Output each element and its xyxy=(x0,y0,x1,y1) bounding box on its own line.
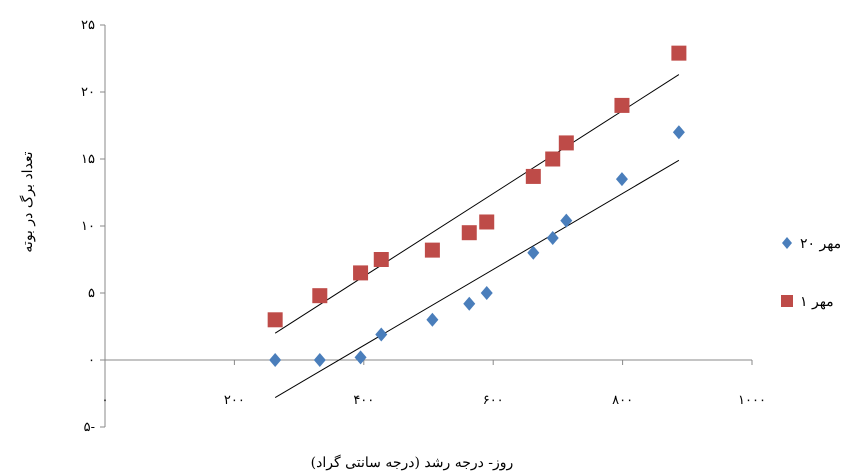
data-point-diamond xyxy=(426,312,439,327)
axes xyxy=(100,24,753,428)
data-point-diamond xyxy=(527,245,540,260)
trendline-0 xyxy=(274,159,680,398)
y-tick-label: ۵- xyxy=(84,420,95,435)
data-point-square xyxy=(614,97,630,113)
data-point-diamond xyxy=(546,231,559,246)
y-tick-label: ۰ xyxy=(88,353,95,368)
legend-marker-square xyxy=(781,295,793,307)
legend-label: ۲۰ مهر xyxy=(800,236,841,252)
trendlines xyxy=(274,74,680,398)
tick-labels: ۵- ۰ ۵ ۱۰ ۱۵ ۲۰ ۲۵ ۰ ۲۰۰ ۴۰۰ ۶۰۰ ۸۰۰ ۱۰۰۰ xyxy=(81,18,766,435)
data-point-diamond xyxy=(463,296,476,311)
x-tick-label: ۲۰۰ xyxy=(224,393,245,408)
legend: ۲۰ مهر ۱ مهر xyxy=(781,236,841,310)
data-point-square xyxy=(267,312,283,328)
data-point-diamond xyxy=(313,353,326,367)
data-point-square xyxy=(545,151,561,167)
x-tick-label: ۰ xyxy=(102,393,109,408)
data-point-square xyxy=(353,265,369,281)
data-point-square xyxy=(312,288,328,304)
data-point-square xyxy=(424,242,440,258)
data-point-square xyxy=(373,252,389,267)
data-point-square xyxy=(671,45,687,61)
y-tick-label: ۵ xyxy=(88,286,95,301)
y-tick-label: ۱۵ xyxy=(81,152,95,167)
x-tick-label: ۶۰۰ xyxy=(483,393,504,408)
y-axis-title: تعداد برگ در بوته xyxy=(19,151,36,252)
x-tick-label: ۴۰۰ xyxy=(353,393,374,408)
y-tick-label: ۱۰ xyxy=(81,219,95,234)
data-point-square xyxy=(525,168,541,184)
data-point-diamond xyxy=(615,172,628,187)
legend-label: ۱ مهر xyxy=(800,294,834,310)
data-point-square xyxy=(461,225,477,241)
y-tick-label: ۲۰ xyxy=(81,85,95,100)
data-points xyxy=(267,45,687,367)
data-point-diamond xyxy=(354,350,367,365)
data-point-square xyxy=(479,214,495,230)
data-point-diamond xyxy=(375,327,388,342)
data-point-diamond xyxy=(480,286,493,300)
x-tick-label: ۸۰۰ xyxy=(612,393,633,408)
x-axis-title: روز- درجه رشد (درجه سانتی گراد) xyxy=(311,454,514,471)
data-point-diamond xyxy=(560,213,573,228)
data-point-diamond xyxy=(269,353,282,367)
legend-marker-diamond xyxy=(782,237,792,249)
data-point-diamond xyxy=(672,125,685,140)
x-tick-label: ۱۰۰۰ xyxy=(738,393,766,408)
trendline-1 xyxy=(274,74,680,334)
data-point-square xyxy=(558,135,574,151)
y-tick-label: ۲۵ xyxy=(81,18,95,33)
